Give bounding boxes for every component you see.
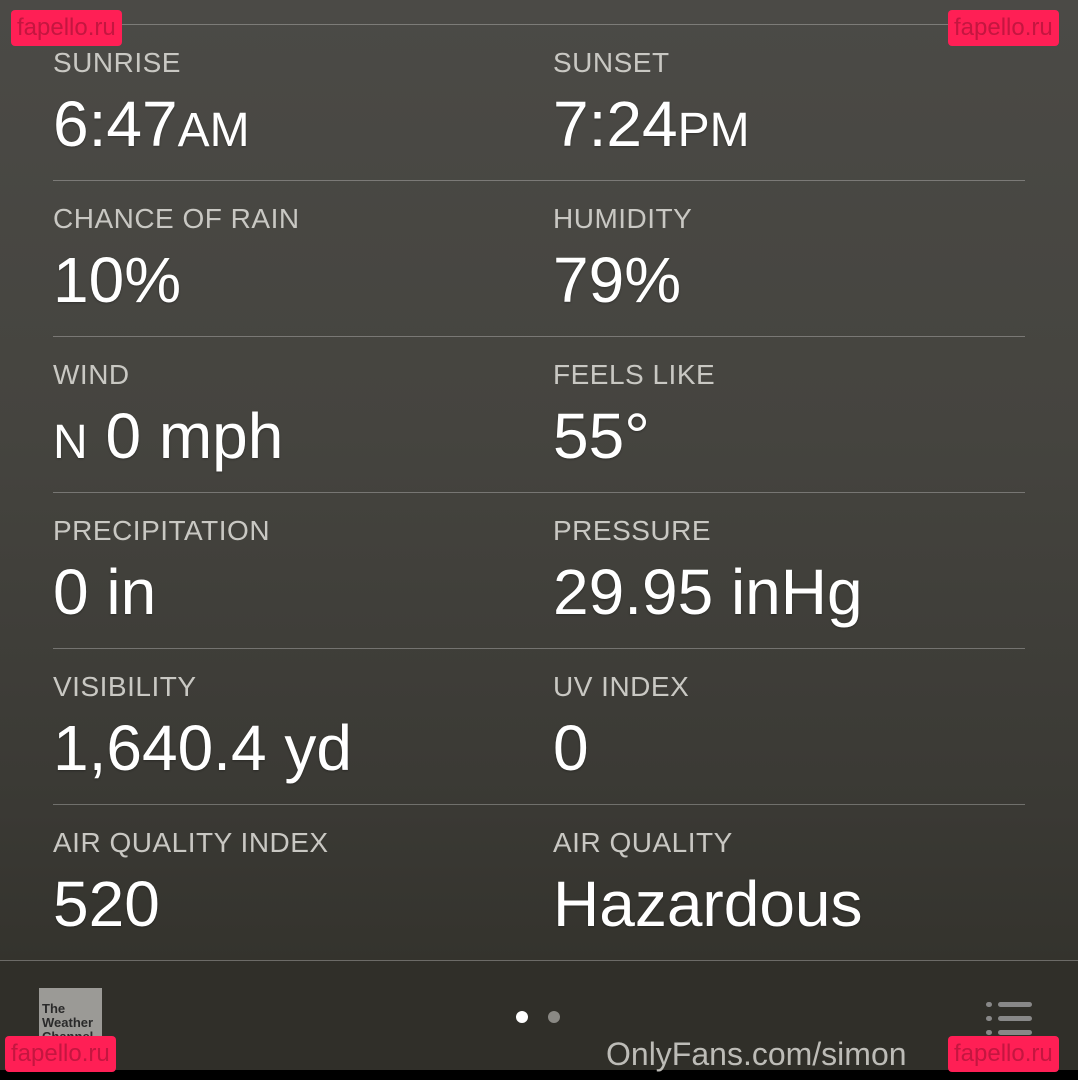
detail-value: Hazardous (553, 868, 863, 940)
detail-value: 10% (53, 244, 182, 316)
detail-label: CHANCE OF RAIN (53, 203, 300, 234)
detail-label: SUNRISE (53, 47, 181, 78)
detail-row: WIND N 0 mph FEELS LIKE 55° (53, 336, 1025, 492)
detail-row: CHANCE OF RAIN 10% HUMIDITY 79% (53, 180, 1025, 336)
detail-label: PRESSURE (553, 515, 712, 546)
time-suffix: AM (177, 104, 250, 157)
detail-label: HUMIDITY (553, 203, 693, 234)
detail-label: WIND (53, 359, 130, 390)
time-value: 7:24 (553, 88, 678, 160)
time-value: 6:47 (53, 88, 178, 160)
watermark-logo: fapello.ru (11, 10, 122, 46)
detail-label: AIR QUALITY INDEX (53, 827, 329, 858)
detail-value: 0 (553, 712, 589, 784)
bottom-bar (0, 961, 1078, 1070)
divider (0, 960, 1078, 961)
watermark-logo: fapello.ru (948, 1036, 1059, 1072)
list-icon[interactable] (986, 1002, 1032, 1044)
time-suffix: PM (677, 104, 750, 157)
detail-value: 79% (553, 244, 682, 316)
detail-row: AIR QUALITY INDEX 520 AIR QUALITY Hazard… (53, 804, 1025, 960)
wind-direction: N (53, 416, 88, 469)
watermark-logo: fapello.ru (5, 1036, 116, 1072)
detail-label: FEELS LIKE (553, 359, 716, 390)
weather-details-grid: SUNRISE 6:47AM SUNSET 7:24PM CHANCE OF R… (53, 24, 1025, 960)
page-dot[interactable] (548, 1011, 560, 1023)
detail-label: AIR QUALITY (553, 827, 733, 858)
detail-value: 6:47AM (53, 87, 250, 161)
detail-value: 1,640.4 yd (53, 712, 352, 784)
page-dot-active[interactable] (516, 1011, 528, 1023)
detail-value: 29.95 inHg (553, 556, 863, 628)
detail-label: PRECIPITATION (53, 515, 271, 546)
wind-speed: 0 mph (87, 400, 284, 472)
credit-text: OnlyFans.com/simon (606, 1036, 907, 1072)
detail-row: PRECIPITATION 0 in PRESSURE 29.95 inHg (53, 492, 1025, 648)
detail-row: VISIBILITY 1,640.4 yd UV INDEX 0 (53, 648, 1025, 804)
screen-edge (0, 1070, 1078, 1080)
detail-value: 520 (53, 868, 160, 940)
detail-value: 7:24PM (553, 87, 750, 161)
detail-label: VISIBILITY (53, 671, 197, 702)
detail-value: 55° (553, 400, 650, 472)
detail-label: UV INDEX (553, 671, 690, 702)
watermark-logo: fapello.ru (948, 10, 1059, 46)
detail-row: SUNRISE 6:47AM SUNSET 7:24PM (53, 24, 1025, 180)
detail-value: N 0 mph (53, 399, 283, 473)
detail-value: 0 in (53, 556, 157, 628)
detail-label: SUNSET (553, 47, 670, 78)
